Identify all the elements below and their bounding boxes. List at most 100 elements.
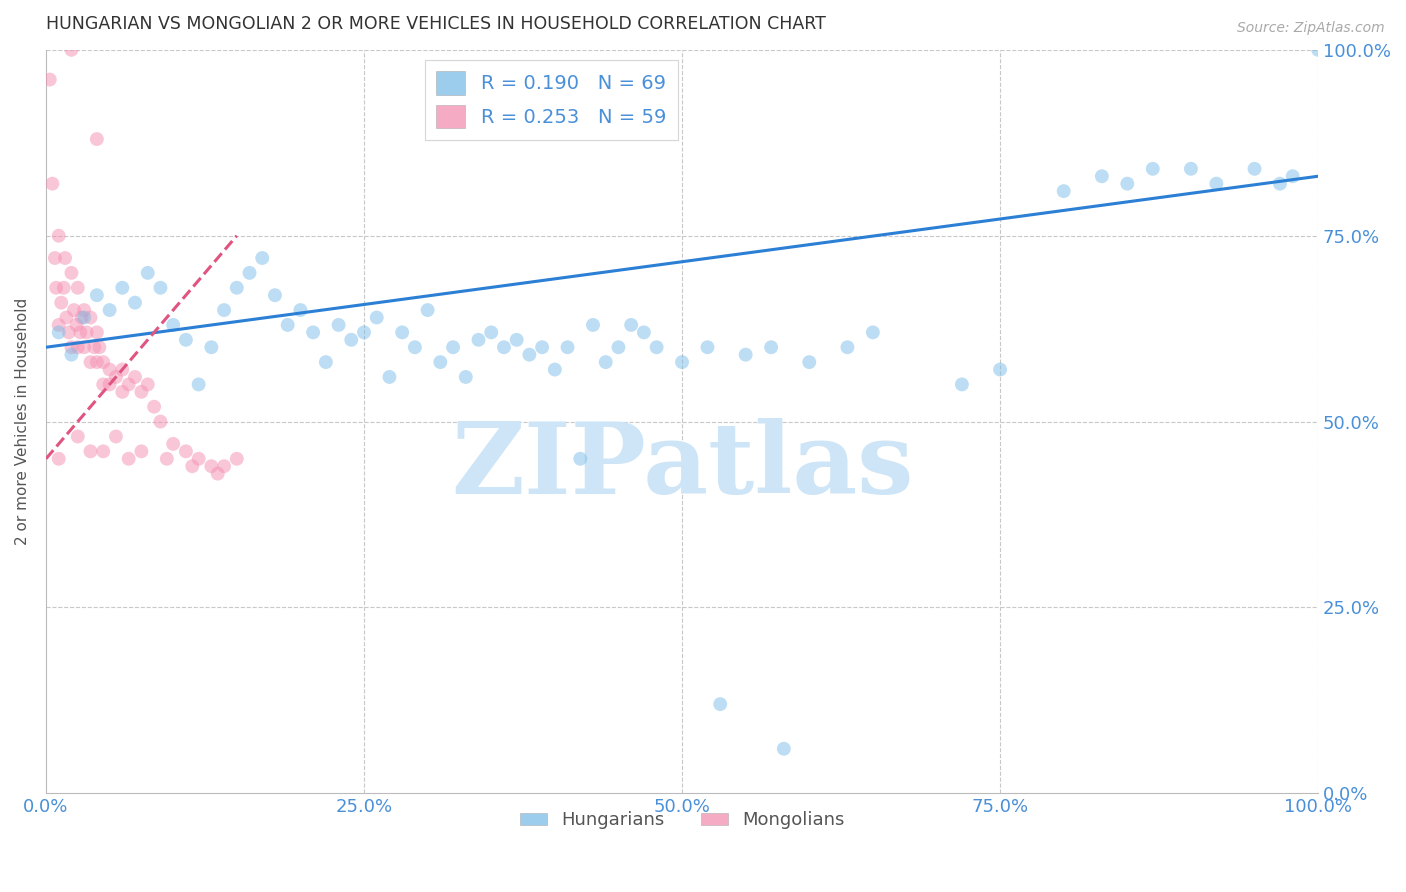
Point — [620, 318, 643, 332]
Point — [104, 370, 127, 384]
Point — [118, 451, 141, 466]
Point — [136, 377, 159, 392]
Point — [252, 251, 274, 265]
Point — [44, 251, 66, 265]
Point — [48, 318, 70, 332]
Point — [1205, 177, 1227, 191]
Point — [86, 288, 108, 302]
Point — [60, 43, 83, 57]
Point — [429, 355, 451, 369]
Point — [709, 697, 731, 711]
Point — [65, 318, 87, 332]
Point — [181, 459, 204, 474]
Point — [136, 266, 159, 280]
Point — [66, 429, 89, 443]
Point — [479, 326, 502, 340]
Point — [1116, 177, 1139, 191]
Point — [671, 355, 693, 369]
Point — [207, 467, 229, 481]
Point — [79, 310, 101, 325]
Point — [91, 377, 114, 392]
Point — [174, 444, 197, 458]
Point — [454, 370, 477, 384]
Point — [86, 132, 108, 146]
Point — [48, 451, 70, 466]
Point — [111, 362, 134, 376]
Point — [505, 333, 527, 347]
Point — [328, 318, 350, 332]
Point — [492, 340, 515, 354]
Point — [187, 377, 209, 392]
Point — [48, 326, 70, 340]
Point — [83, 340, 105, 354]
Point — [131, 384, 153, 399]
Point — [124, 295, 146, 310]
Point — [69, 326, 91, 340]
Point — [302, 326, 325, 340]
Point — [111, 281, 134, 295]
Point — [1053, 184, 1076, 198]
Point — [607, 340, 630, 354]
Point — [111, 384, 134, 399]
Point — [149, 415, 172, 429]
Point — [467, 333, 489, 347]
Text: HUNGARIAN VS MONGOLIAN 2 OR MORE VEHICLES IN HOUSEHOLD CORRELATION CHART: HUNGARIAN VS MONGOLIAN 2 OR MORE VEHICLE… — [46, 15, 825, 33]
Point — [557, 340, 579, 354]
Point — [225, 451, 247, 466]
Point — [391, 326, 413, 340]
Point — [51, 295, 73, 310]
Point — [366, 310, 388, 325]
Point — [162, 437, 184, 451]
Point — [759, 340, 782, 354]
Point — [60, 340, 83, 354]
Text: Source: ZipAtlas.com: Source: ZipAtlas.com — [1237, 21, 1385, 35]
Point — [378, 370, 401, 384]
Point — [98, 362, 121, 376]
Point — [86, 326, 108, 340]
Point — [53, 251, 76, 265]
Point — [143, 400, 166, 414]
Point — [79, 444, 101, 458]
Point — [1091, 169, 1114, 184]
Point — [212, 303, 235, 318]
Point — [441, 340, 464, 354]
Point — [131, 444, 153, 458]
Point — [416, 303, 439, 318]
Point — [1268, 177, 1291, 191]
Point — [200, 459, 222, 474]
Legend: Hungarians, Mongolians: Hungarians, Mongolians — [512, 804, 852, 837]
Point — [1180, 161, 1202, 176]
Point — [79, 355, 101, 369]
Point — [264, 288, 287, 302]
Point — [73, 340, 96, 354]
Point — [45, 281, 67, 295]
Point — [38, 72, 60, 87]
Point — [595, 355, 617, 369]
Point — [633, 326, 655, 340]
Point — [212, 459, 235, 474]
Point — [89, 340, 111, 354]
Text: ZIPatlas: ZIPatlas — [451, 417, 914, 515]
Point — [55, 310, 77, 325]
Point — [48, 228, 70, 243]
Point — [52, 281, 75, 295]
Point — [149, 281, 172, 295]
Point — [569, 451, 592, 466]
Point — [238, 266, 260, 280]
Point — [174, 333, 197, 347]
Point — [98, 303, 121, 318]
Point — [950, 377, 973, 392]
Point — [290, 303, 312, 318]
Point — [799, 355, 821, 369]
Y-axis label: 2 or more Vehicles in Household: 2 or more Vehicles in Household — [15, 298, 30, 545]
Point — [315, 355, 337, 369]
Point — [162, 318, 184, 332]
Point — [696, 340, 718, 354]
Point — [73, 303, 96, 318]
Point — [76, 326, 98, 340]
Point — [73, 310, 96, 325]
Point — [91, 444, 114, 458]
Point — [1142, 161, 1164, 176]
Point — [41, 177, 63, 191]
Point — [1281, 169, 1303, 184]
